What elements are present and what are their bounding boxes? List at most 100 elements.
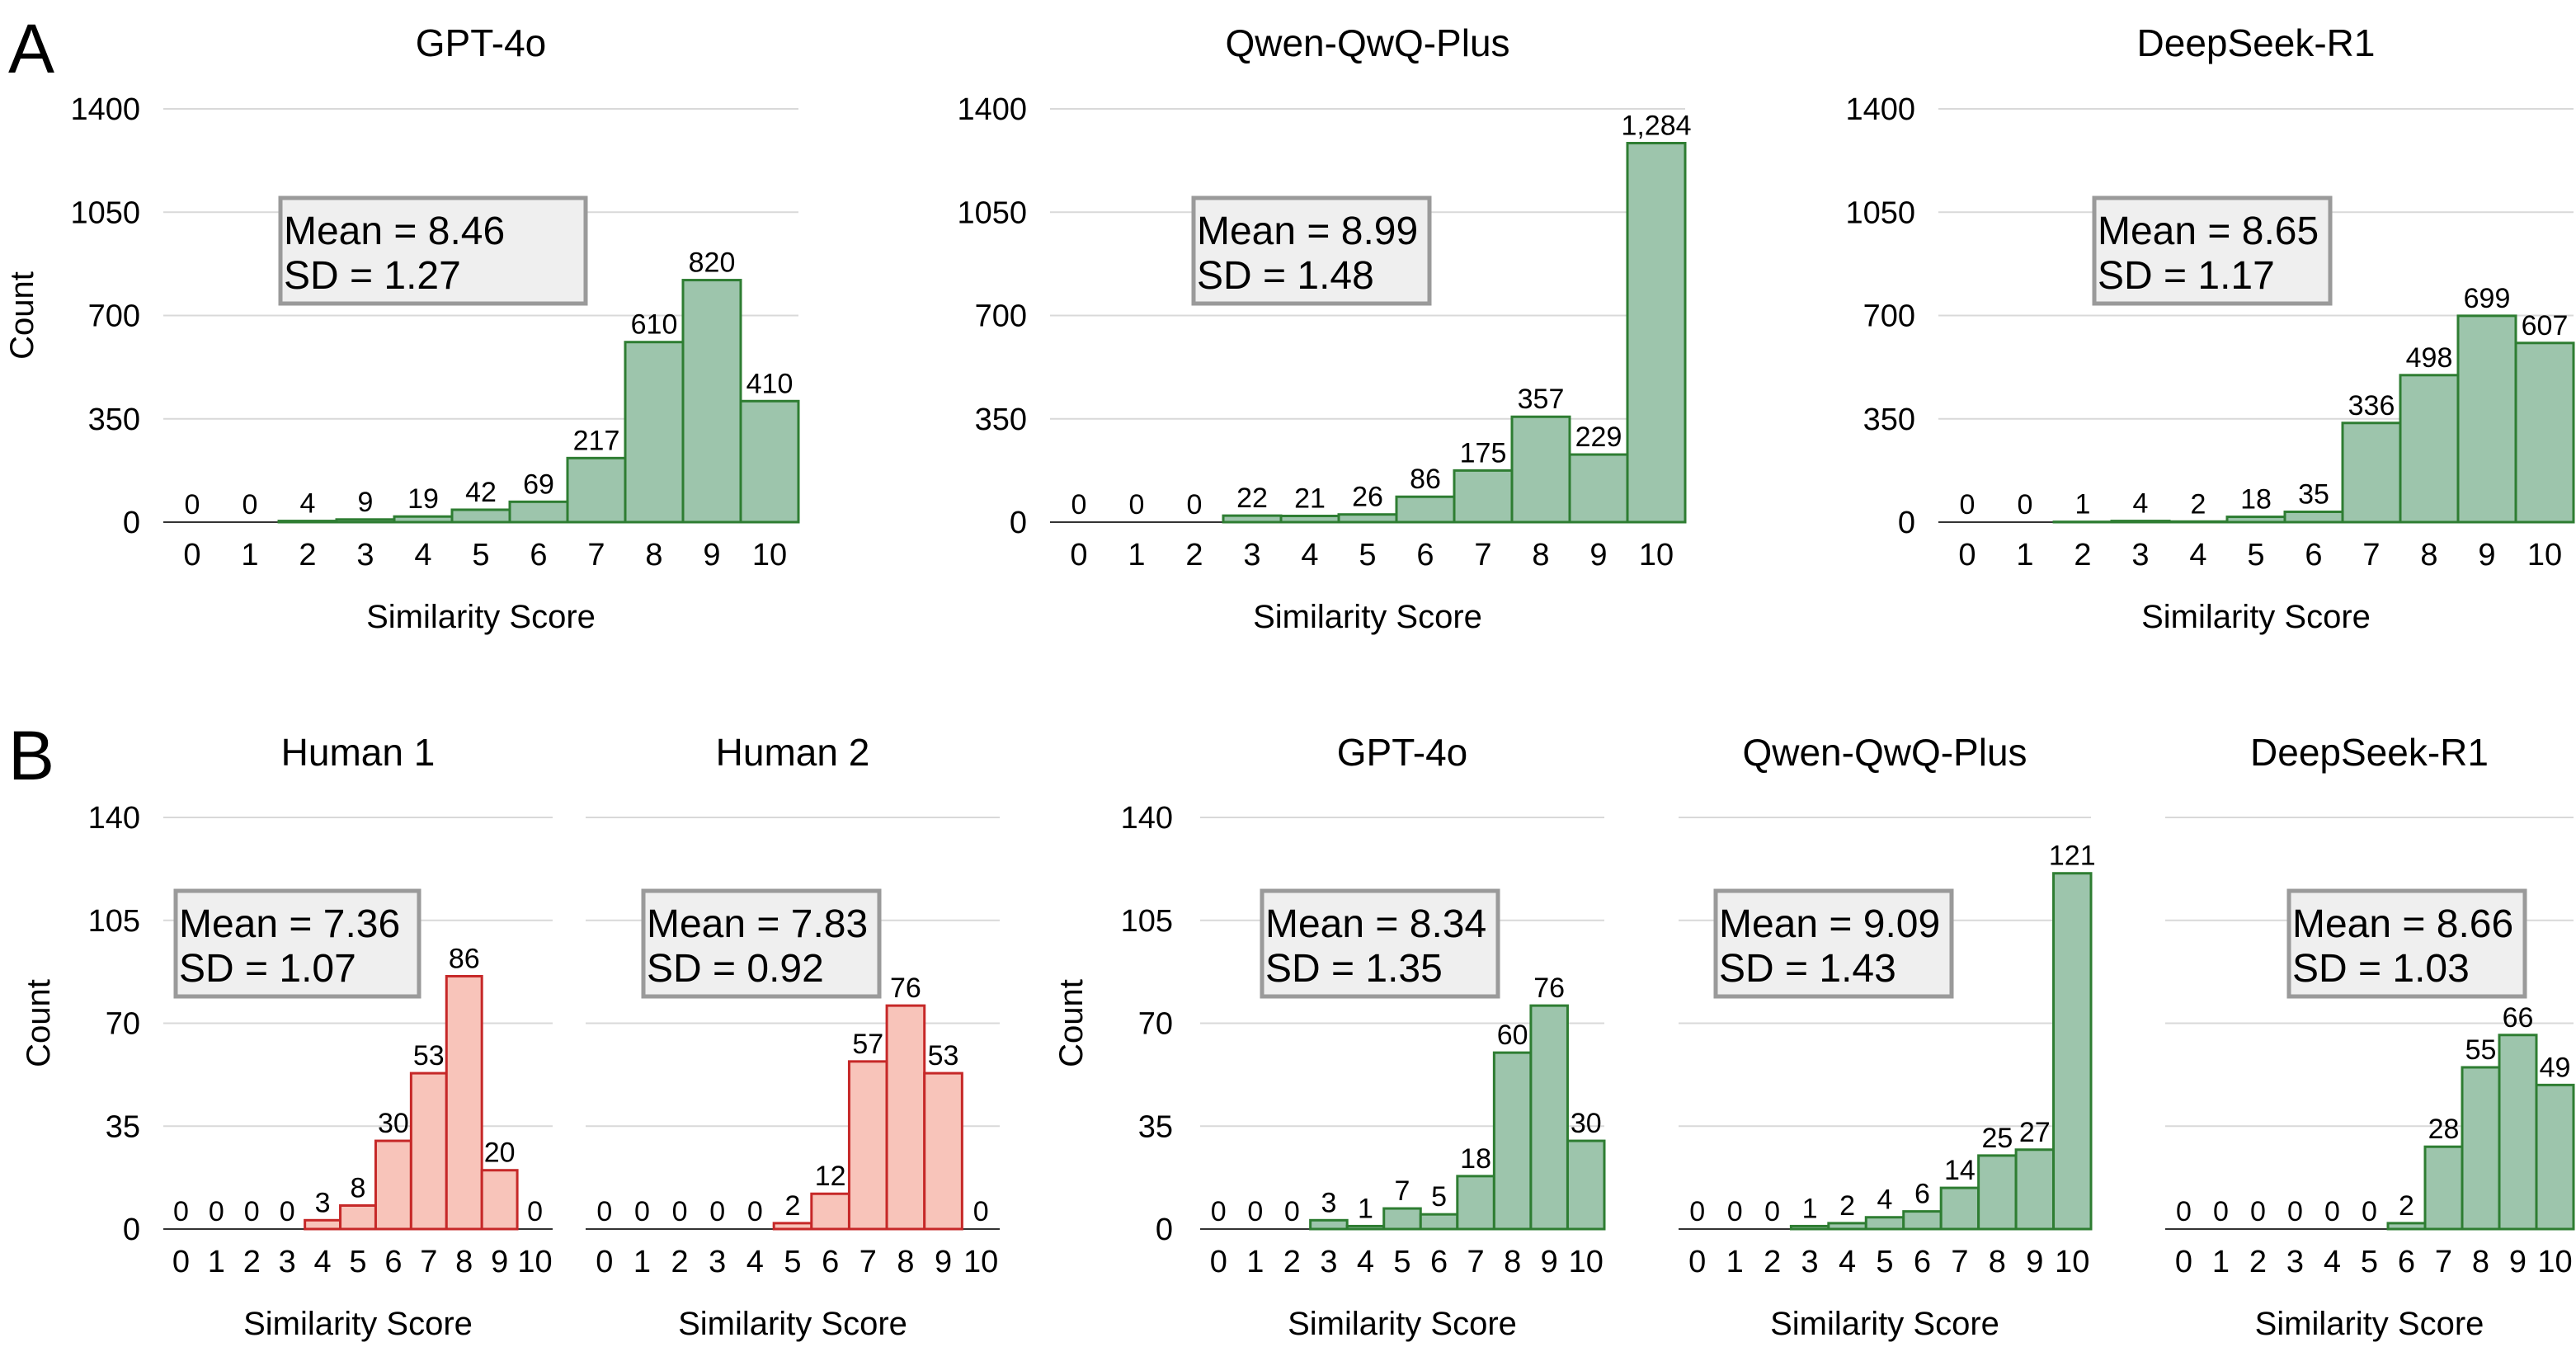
bar-value-label: 30 bbox=[378, 1108, 409, 1139]
x-tick-label: 6 bbox=[822, 1245, 839, 1279]
x-tick-label: 0 bbox=[1210, 1245, 1227, 1279]
x-tick-label: 8 bbox=[645, 538, 662, 572]
y-tick-label: 350 bbox=[975, 403, 1027, 437]
bar bbox=[339, 1203, 377, 1231]
x-tick-label: 4 bbox=[746, 1245, 764, 1279]
bar-value-label: 22 bbox=[1236, 483, 1268, 514]
x-tick-label: 3 bbox=[1320, 1245, 1337, 1279]
bar bbox=[1395, 495, 1456, 524]
x-tick-label: 1 bbox=[1246, 1245, 1264, 1279]
x-tick-label: 4 bbox=[2324, 1245, 2341, 1279]
bar-value-label: 66 bbox=[2503, 1002, 2534, 1034]
chart-5: 03570105140000102331475561876087693010GP… bbox=[1053, 731, 1606, 1342]
bar-value-label: 9 bbox=[358, 487, 374, 518]
x-tick-label: 5 bbox=[1876, 1245, 1893, 1279]
y-tick-label: 1400 bbox=[957, 92, 1027, 127]
bar bbox=[1939, 1186, 1980, 1231]
stats-sd: SD = 1.07 bbox=[179, 947, 356, 991]
bar-value-label: 2 bbox=[785, 1190, 801, 1222]
x-tick-label: 4 bbox=[1357, 1245, 1374, 1279]
bar-value-label: 2 bbox=[2191, 488, 2206, 520]
bar-value-label: 7 bbox=[1395, 1175, 1410, 1207]
bar bbox=[1510, 415, 1571, 524]
bar-value-label: 0 bbox=[1960, 489, 1976, 520]
x-tick-label: 3 bbox=[2131, 538, 2149, 572]
x-axis-label: Similarity Score bbox=[1253, 599, 1482, 635]
x-tick-label: 8 bbox=[1532, 538, 1549, 572]
bar-value-label: 0 bbox=[672, 1196, 688, 1227]
bar-value-label: 0 bbox=[209, 1196, 224, 1227]
bar bbox=[277, 520, 338, 524]
chart-3: 03570105140000102033485306537868209010Hu… bbox=[21, 731, 553, 1342]
x-tick-label: 9 bbox=[2509, 1245, 2527, 1279]
charts-container: 0350700105014000001429319442569621776108… bbox=[4, 21, 2575, 1342]
x-tick-label: 8 bbox=[2420, 538, 2437, 572]
x-tick-label: 9 bbox=[2478, 538, 2495, 572]
x-tick-label: 7 bbox=[1951, 1245, 1968, 1279]
bar-value-label: 0 bbox=[709, 1196, 725, 1227]
x-tick-label: 1 bbox=[208, 1245, 225, 1279]
bar bbox=[1279, 514, 1340, 524]
x-tick-label: 2 bbox=[1764, 1245, 1781, 1279]
x-tick-label: 5 bbox=[2361, 1245, 2378, 1279]
x-tick-label: 4 bbox=[1301, 538, 1318, 572]
chart-title: Qwen-QwQ-Plus bbox=[1225, 21, 1509, 64]
y-axis-label: Count bbox=[21, 979, 57, 1067]
x-axis-label: Similarity Score bbox=[678, 1306, 907, 1342]
chart-6: 0001021324456614725827912110Qwen-QwQ-Plu… bbox=[1679, 731, 2096, 1342]
stats-mean: Mean = 8.34 bbox=[1265, 902, 1486, 946]
bar bbox=[772, 1222, 813, 1231]
x-tick-label: 6 bbox=[2398, 1245, 2415, 1279]
bar bbox=[374, 1139, 412, 1231]
x-axis-label: Similarity Score bbox=[2141, 599, 2371, 635]
bar bbox=[2514, 341, 2575, 524]
bar-value-label: 0 bbox=[1727, 1196, 1743, 1227]
bar-value-label: 0 bbox=[1211, 1196, 1227, 1227]
x-tick-label: 7 bbox=[859, 1245, 877, 1279]
x-tick-label: 5 bbox=[349, 1245, 366, 1279]
bar-value-label: 3 bbox=[315, 1187, 331, 1218]
bar-value-label: 26 bbox=[1352, 482, 1383, 513]
x-tick-label: 10 bbox=[2055, 1245, 2089, 1279]
x-tick-label: 2 bbox=[243, 1245, 261, 1279]
chart-title: Qwen-QwQ-Plus bbox=[1742, 731, 2027, 774]
bar bbox=[2423, 1145, 2464, 1231]
stats-box bbox=[1191, 195, 1432, 306]
bar bbox=[624, 341, 685, 524]
bar-value-label: 0 bbox=[185, 489, 200, 520]
x-tick-label: 1 bbox=[2212, 1245, 2230, 1279]
bar-value-label: 21 bbox=[1294, 483, 1326, 514]
bar bbox=[393, 515, 454, 524]
x-axis-label: Similarity Score bbox=[1770, 1306, 1999, 1342]
x-tick-label: 10 bbox=[2527, 538, 2562, 572]
bar-value-label: 53 bbox=[928, 1040, 959, 1071]
stats-box bbox=[2286, 888, 2527, 999]
x-tick-label: 5 bbox=[1359, 538, 1376, 572]
y-tick-label: 700 bbox=[1863, 299, 1915, 334]
bar-value-label: 28 bbox=[2428, 1114, 2460, 1145]
x-tick-label: 6 bbox=[384, 1245, 402, 1279]
bar-value-label: 60 bbox=[1497, 1020, 1528, 1051]
x-tick-label: 2 bbox=[2249, 1245, 2267, 1279]
panel-letter-a: A bbox=[8, 10, 54, 87]
stats-box bbox=[2092, 195, 2333, 306]
stats-sd: SD = 1.03 bbox=[2292, 947, 2470, 991]
x-axis-label: Similarity Score bbox=[243, 1306, 473, 1342]
bar bbox=[1827, 1222, 1867, 1231]
chart-title: DeepSeek-R1 bbox=[2137, 21, 2376, 64]
bar-value-label: 0 bbox=[2176, 1196, 2192, 1227]
y-tick-label: 105 bbox=[1121, 904, 1173, 939]
x-tick-label: 5 bbox=[472, 538, 489, 572]
stats-mean: Mean = 8.66 bbox=[2292, 902, 2513, 946]
bar-value-label: 0 bbox=[1247, 1196, 1263, 1227]
x-tick-label: 1 bbox=[2016, 538, 2033, 572]
bar-value-label: 2 bbox=[2399, 1190, 2414, 1222]
bar-value-label: 1 bbox=[1802, 1193, 1818, 1224]
y-tick-label: 35 bbox=[106, 1109, 140, 1144]
x-tick-label: 5 bbox=[1393, 1245, 1410, 1279]
bar bbox=[2225, 516, 2286, 524]
bar-value-label: 76 bbox=[890, 973, 921, 1004]
x-tick-label: 8 bbox=[1504, 1245, 1521, 1279]
